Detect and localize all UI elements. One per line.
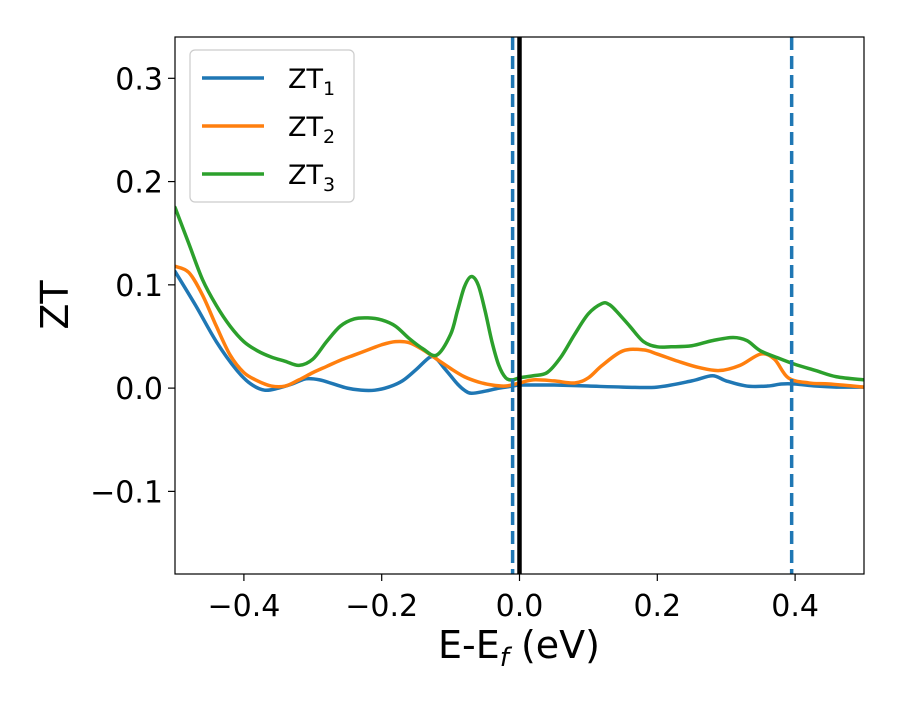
series-line-zt2 (175, 264, 864, 389)
y-tick-label: 0.0 (115, 372, 163, 407)
legend-label-subscript: 3 (323, 174, 335, 196)
x-tick-label: 0.0 (496, 589, 544, 624)
legend-label-zt3: ZT3 (288, 160, 335, 196)
series-line-zt3 (175, 205, 864, 382)
legend-label-zt2: ZT2 (288, 112, 335, 148)
x-axis-label: E-Ef (eV) (438, 623, 600, 673)
legend-label-subscript: 1 (323, 78, 335, 100)
legend-label-main: ZT (288, 160, 323, 191)
y-axis: −0.1 0.0 0.1 0.2 0.3 (90, 62, 175, 510)
plot-lines-layer (175, 205, 864, 396)
x-tick-label: 0.2 (633, 589, 681, 624)
legend-label-main: ZT (288, 64, 323, 95)
legend-label-zt1: ZT1 (288, 64, 335, 100)
x-axis-label-main: E-E (438, 623, 500, 667)
legend-box (189, 49, 355, 203)
x-tick-label: −0.4 (207, 589, 280, 624)
x-tick-label: −0.2 (345, 589, 418, 624)
x-axis-label-tail: (eV) (509, 623, 600, 667)
y-tick-label: 0.1 (115, 269, 163, 304)
y-axis-label: ZT (33, 280, 77, 330)
x-tick-label: 0.4 (771, 589, 819, 624)
legend-label-subscript: 2 (323, 126, 335, 148)
x-axis: −0.4 −0.2 0.0 0.2 0.4 (207, 574, 819, 624)
reference-lines-layer (510, 37, 794, 574)
y-tick-label: −0.1 (90, 475, 163, 510)
legend-label-main: ZT (288, 112, 323, 143)
y-tick-label: 0.2 (115, 166, 163, 201)
y-tick-label: 0.3 (115, 62, 163, 97)
